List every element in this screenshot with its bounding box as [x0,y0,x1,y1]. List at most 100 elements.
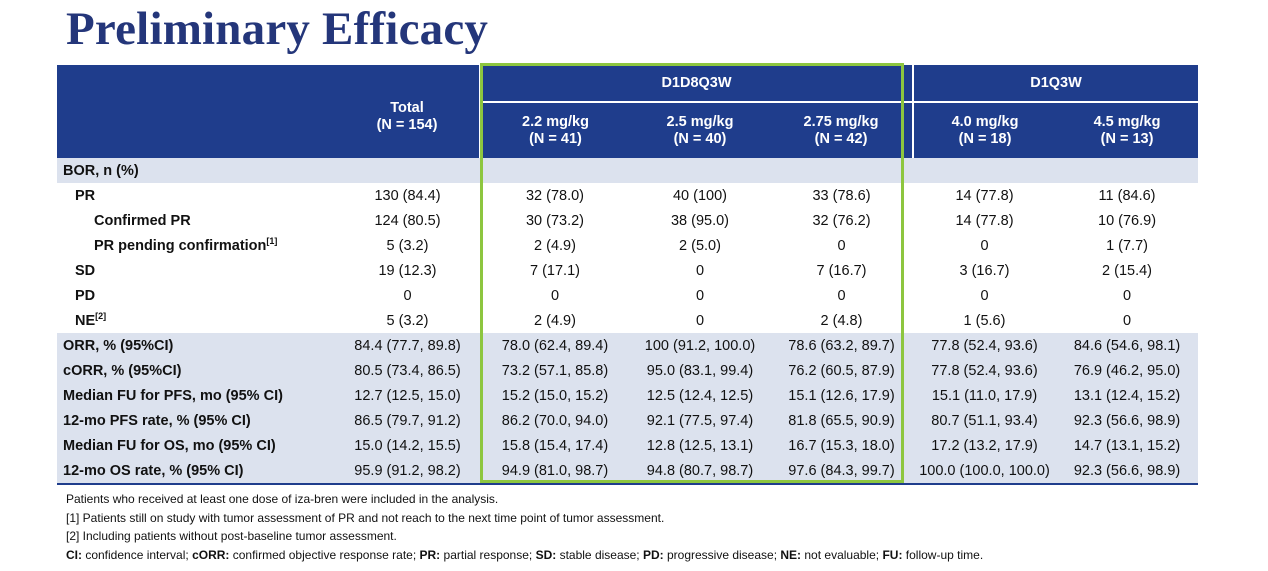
cell: 94.8 (80.7, 98.7) [630,458,770,485]
header-dose: 2.5 mg/kg [666,113,734,130]
cell: 15.1 (11.0, 17.9) [913,383,1057,408]
cell: 15.2 (15.0, 15.2) [480,383,630,408]
abbrev-def: not evaluable; [801,547,883,562]
table-row-pr-pending: PR pending confirmation[1] 5 (3.2) 2 (4.… [57,233,1198,258]
cell: 76.9 (46.2, 95.0) [1056,358,1199,383]
cell: 5 (3.2) [386,312,429,329]
cell: 32 (78.0) [525,187,585,204]
row-label: 12-mo OS rate, % (95% CI) [57,458,335,485]
cell: 0 [695,262,705,279]
cell: 77.8 (52.4, 93.6) [913,358,1057,383]
row-label: Median FU for OS, mo (95% CI) [57,433,335,458]
abbrev-def: follow-up time. [902,547,984,562]
row-label: PR pending confirmation[1] [57,233,335,258]
cell: 80.7 (51.1, 93.4) [913,408,1057,433]
table-row-bor: BOR, n (%) [57,158,1199,183]
abbrev-def: progressive disease; [663,547,781,562]
header-n: (N = 13) [1100,130,1154,147]
cell [480,158,630,183]
cell: 95.9 (91.2, 98.2) [335,458,480,485]
cell: 92.3 (56.6, 98.9) [1056,408,1199,433]
table-row-pd: PD 0 0 0 0 0 0 [57,283,1198,308]
header-n: (N = 40) [673,130,727,147]
cell: 7 (16.7) [816,262,867,279]
cell: 0 [695,312,705,329]
abbrev-term: NE: [780,547,802,562]
cell: 15.8 (15.4, 17.4) [480,433,630,458]
cell: 77.8 (52.4, 93.6) [913,333,1057,358]
table-row-pfs-rate: 12-mo PFS rate, % (95% CI) 86.5 (79.7, 9… [57,408,1199,433]
cell [913,158,1057,183]
footnote-line: [1] Patients still on study with tumor a… [66,510,665,525]
cell: 3 (16.7) [959,262,1010,279]
cell: 0 [980,237,989,254]
row-label-text: NE [75,312,96,329]
row-label: PR [75,187,96,204]
cell: 12.7 (12.5, 15.0) [335,383,480,408]
row-label: ORR, % (95%CI) [57,333,335,358]
cell: 78.6 (63.2, 89.7) [770,333,914,358]
cell: 32 (76.2) [812,212,871,229]
cell [770,158,914,183]
cell: 11 (84.6) [1098,187,1156,204]
cell: 16.7 (15.3, 18.0) [770,433,914,458]
header-total: Total (N = 154) [335,65,480,158]
abbrev-term: PD: [642,547,664,562]
table-row-sd: SD 19 (12.3) 7 (17.1) 0 7 (16.7) 3 (16.7… [57,258,1198,283]
cell: 12.5 (12.4, 12.5) [630,383,770,408]
cell: 15.1 (12.6, 17.9) [770,383,914,408]
header-dose: 4.0 mg/kg [951,113,1019,130]
cell [630,158,770,183]
cell: 15.0 (14.2, 15.5) [335,433,480,458]
cell: 40 (100) [672,187,727,204]
cell: 97.6 (84.3, 99.7) [770,458,914,485]
abbreviations-line: CI: confidence interval; cORR: confirmed… [66,546,983,565]
cell: 100 (91.2, 100.0) [630,333,770,358]
abbrev-def: confidence interval; [82,547,193,562]
cell: 95.0 (83.1, 99.4) [630,358,770,383]
header-n: (N = 42) [814,130,868,147]
table-row-confirmed-pr: Confirmed PR 124 (80.5) 30 (73.2) 38 (95… [57,208,1198,233]
table-row-pr: PR 130 (84.4) 32 (78.0) 40 (100) 33 (78.… [57,183,1198,208]
table-row-median-fu-os: Median FU for OS, mo (95% CI) 15.0 (14.2… [57,433,1199,458]
header-group-d1d8q3w: D1D8Q3W [478,65,914,103]
cell: 14 (77.8) [955,212,1014,229]
cell: 92.3 (56.6, 98.9) [1056,458,1199,485]
row-label: cORR, % (95%CI) [57,358,335,383]
cell: 80.5 (73.4, 86.5) [335,358,480,383]
footnotes: Patients who received at least one dose … [66,490,983,564]
row-label: SD [75,262,96,279]
header-dose-col: 4.0 mg/kg (N = 18) [912,102,1057,158]
cell: 86.5 (79.7, 91.2) [335,408,480,433]
cell: 76.2 (60.5, 87.9) [770,358,914,383]
header-empty-cell [57,65,335,158]
cell: 19 (12.3) [378,262,437,279]
row-label: NE[2] [57,308,335,333]
cell: 0 [550,287,560,304]
header-dose-col: 2.2 mg/kg (N = 41) [479,102,630,158]
row-label: 12-mo PFS rate, % (95% CI) [57,408,335,433]
row-label: BOR, n (%) [57,158,335,183]
row-label: Confirmed PR [94,212,191,229]
footnote-line: [2] Including patients without post-base… [66,529,397,543]
efficacy-table-container: Total (N = 154) D1D8Q3W D1Q3W 2.2 mg/kg … [57,65,1199,485]
cell: 2 (15.4) [1102,262,1153,279]
header-dose: 4.5 mg/kg [1093,113,1161,130]
cell: 2 (4.9) [534,312,576,329]
cell: 130 (84.4) [374,187,441,204]
footnote-line: Patients who received at least one dose … [66,492,499,506]
cell: 92.1 (77.5, 97.4) [630,408,770,433]
footnote-ref: [1] [266,235,278,246]
abbrev-term: SD: [535,547,557,562]
abbrev-term: cORR: [192,547,230,562]
cell: 0 [837,287,846,304]
cell: 0 [980,287,989,304]
table-row-os-rate: 12-mo OS rate, % (95% CI) 95.9 (91.2, 98… [57,458,1199,485]
cell: 73.2 (57.1, 85.8) [480,358,630,383]
cell [335,158,480,183]
header-group-d1q3w: D1Q3W [912,65,1199,103]
abbrev-term: PR: [419,547,441,562]
header-dose-col: 2.5 mg/kg (N = 40) [630,102,770,158]
header-total-n: (N = 154) [376,116,438,133]
header-dose-col: 4.5 mg/kg (N = 13) [1056,102,1199,158]
